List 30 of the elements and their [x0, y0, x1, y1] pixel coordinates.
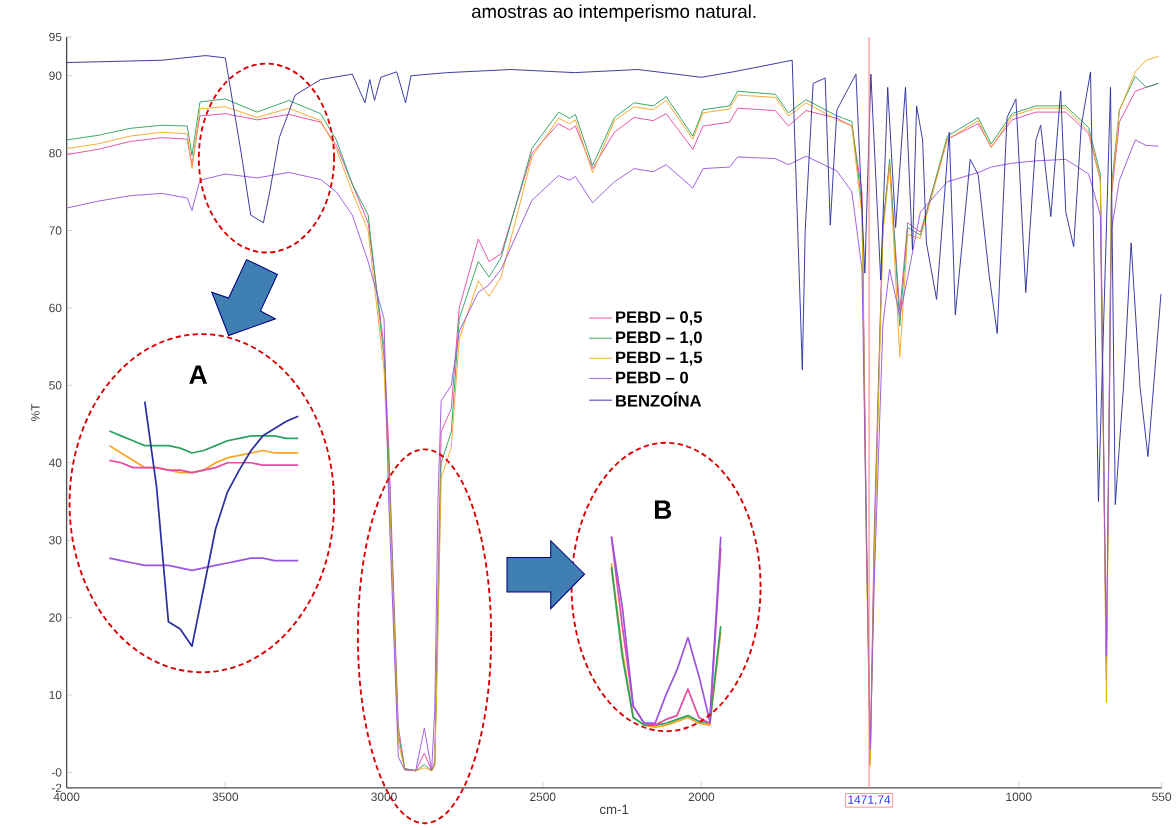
y-tick-label: 50	[49, 381, 62, 390]
x-tick-label: 1000	[1006, 792, 1032, 802]
legend-label: BENZOÍNA	[616, 392, 702, 407]
x-tick-label: 3000	[371, 792, 397, 802]
y-tick-label: 30	[49, 536, 62, 545]
y-tick-label: 10	[49, 690, 62, 700]
chart-title: B	[654, 500, 672, 519]
y-tick-label: 80	[49, 149, 62, 158]
ref-line-label: 1471,74	[848, 795, 891, 806]
x-axis-title: cm-1	[599, 804, 629, 815]
x-tick-label: 4000	[53, 792, 80, 802]
legend-label: PEBD – 1,0	[616, 331, 702, 346]
legend-label: PEBD – 1,5	[616, 351, 703, 366]
legend-label: PEBD – 0,5	[616, 311, 703, 326]
y-tick-label: 40	[48, 458, 62, 468]
x-tick-label: 2000	[688, 792, 715, 802]
y-tick-label: 20	[49, 613, 62, 622]
y-tick-label: -2	[51, 783, 62, 793]
y-tick-label: 95	[49, 32, 62, 42]
y-tick-label: 90	[49, 71, 62, 81]
y-axis-title: %T	[31, 403, 40, 422]
y-tick-label: 70	[49, 226, 62, 235]
x-tick-label: 2500	[530, 792, 556, 802]
y-tick-label: 60	[49, 303, 62, 313]
y-tick-label: -0	[51, 768, 62, 777]
chart-title: A	[189, 365, 208, 384]
x-tick-label: 550	[1152, 792, 1172, 802]
x-tick-label: 3500	[212, 792, 239, 802]
legend-label: PEBD – 0	[616, 371, 688, 384]
chart-title: amostras ao intemperismo natural.	[472, 4, 756, 22]
